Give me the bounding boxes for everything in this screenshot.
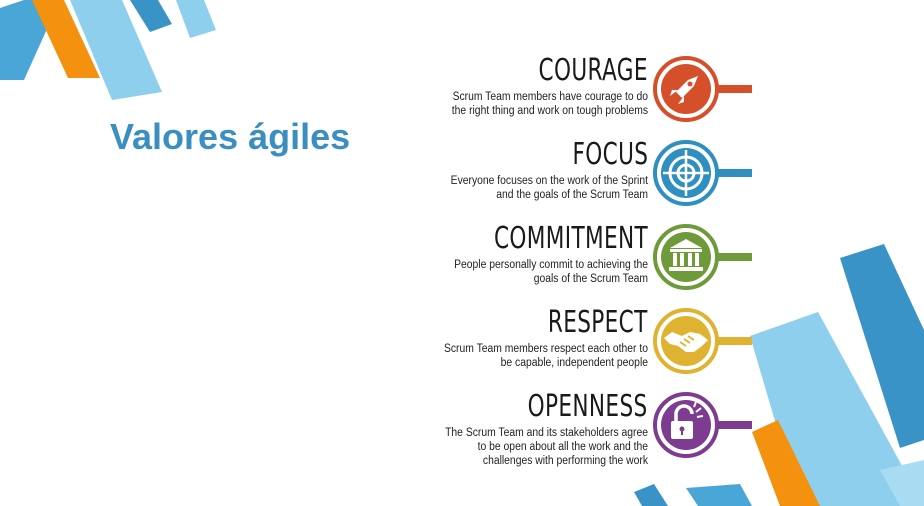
value-name: COURAGE <box>538 53 648 88</box>
value-description: Scrum Team members have courage to do the… <box>451 91 648 117</box>
value-commitment: COMMITMENT People personally commit to a… <box>436 222 752 300</box>
value-name: COMMITMENT <box>493 221 648 256</box>
value-courage: COURAGE Scrum Team members have courage … <box>436 54 752 132</box>
value-name: OPENNESS <box>528 389 648 424</box>
bank-icon <box>653 224 752 290</box>
value-respect: RESPECT Scrum Team members respect each … <box>436 306 752 384</box>
stripe-top-left-light2 <box>176 0 216 38</box>
stripe-bottom-right-dark <box>840 244 924 448</box>
slide-title: Valores ágiles <box>110 116 351 157</box>
value-focus: FOCUS Everyone focuses on the work of th… <box>436 138 752 216</box>
rocket-icon <box>653 56 752 122</box>
value-description: People personally commit to achieving th… <box>454 259 648 285</box>
unlock-icon <box>653 392 752 458</box>
value-name: RESPECT <box>548 305 648 340</box>
stripe-top-left-dark <box>130 0 172 32</box>
value-name: FOCUS <box>572 137 648 172</box>
stripe-bottom-right-orange <box>752 420 820 506</box>
value-openness: OPENNESS The Scrum Team and its stakehol… <box>436 390 752 468</box>
stripe-top-left-orange <box>32 0 100 78</box>
stripe-bottom-right-blue1 <box>634 484 668 506</box>
value-description: Everyone focuses on the work of the Spri… <box>450 175 648 201</box>
value-description: Scrum Team members respect each other to… <box>443 343 648 369</box>
stripe-bottom-right-light3 <box>880 460 924 506</box>
stripe-top-left-light <box>70 0 162 100</box>
stripe-bottom-right-blue2 <box>686 484 752 506</box>
value-description: The Scrum Team and its stakeholders agre… <box>445 427 648 467</box>
target-icon <box>653 140 752 206</box>
handshake-icon <box>653 308 752 374</box>
